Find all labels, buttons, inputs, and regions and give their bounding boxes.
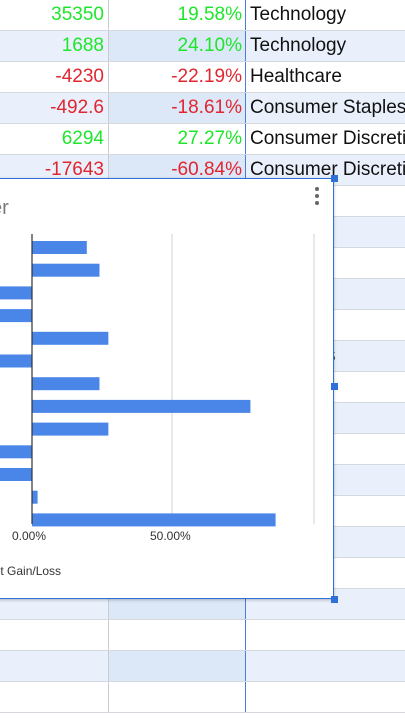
table-row (0, 620, 405, 651)
bar-5[interactable] (0, 354, 32, 368)
percent-cell[interactable] (109, 620, 246, 650)
gain-loss-cell[interactable] (0, 620, 109, 650)
bar-9[interactable] (0, 445, 32, 459)
sector-cell[interactable]: Consumer Discretionary (250, 159, 405, 180)
sector-cell[interactable]: Healthcare (250, 66, 342, 87)
bar-8[interactable] (32, 422, 109, 436)
sector-cell[interactable]: Technology (250, 35, 347, 56)
bar-1[interactable] (32, 263, 100, 277)
table-row: 1688 24.10% Technology (0, 31, 405, 62)
sector-cell[interactable] (246, 682, 405, 712)
bar-6[interactable] (32, 377, 100, 391)
gain-loss-cell[interactable]: 35350 (0, 0, 109, 30)
sector-cell[interactable]: Consumer Discretionary (250, 128, 405, 149)
gain-loss-cell[interactable]: -492.6 (0, 93, 109, 123)
x-tick-label-0: 0.00% (12, 529, 47, 543)
bar-chart-plot (0, 234, 315, 527)
sector-cell[interactable] (246, 651, 405, 681)
chart-title: ker (0, 197, 9, 219)
table-row: 35350 19.58% Technology (0, 0, 405, 31)
gain-loss-cell[interactable]: 6294 (0, 124, 109, 154)
sector-cell[interactable]: Consumer Staples (250, 97, 405, 118)
resize-handle-top-right[interactable] (331, 175, 338, 182)
table-row: -492.6 -18.61% Consumer Staples (0, 93, 405, 124)
sector-cell[interactable]: Technology (250, 4, 347, 25)
percent-cell[interactable]: -18.61% (109, 93, 246, 123)
percent-cell[interactable] (109, 682, 246, 712)
gain-loss-cell[interactable]: -17643 (0, 155, 109, 185)
gain-loss-cell[interactable] (0, 682, 109, 712)
bar-4[interactable] (32, 331, 109, 345)
bar-2[interactable] (0, 286, 32, 300)
sector-cell[interactable] (246, 620, 405, 650)
bar-7[interactable] (32, 399, 251, 413)
table-row (0, 651, 405, 682)
kebab-menu-icon[interactable] (311, 185, 323, 207)
bar-0[interactable] (32, 241, 87, 254)
bar-10[interactable] (0, 468, 33, 481)
bar-11[interactable] (32, 490, 38, 504)
x-axis-title: cent Gain/Loss (0, 564, 62, 578)
percent-cell[interactable]: -22.19% (109, 62, 246, 92)
resize-handle-bottom-right[interactable] (331, 596, 338, 603)
bar-3[interactable] (0, 309, 33, 323)
gain-loss-cell[interactable] (0, 651, 109, 681)
resize-handle-right[interactable] (331, 383, 338, 390)
gain-loss-cell[interactable] (0, 589, 109, 619)
percent-cell[interactable]: 19.58% (109, 0, 246, 30)
x-tick-label-1: 50.00% (150, 529, 191, 543)
table-row: -4230 -22.19% Healthcare (0, 62, 405, 93)
gain-loss-cell[interactable]: 1688 (0, 31, 109, 61)
percent-cell[interactable] (109, 651, 246, 681)
percent-cell[interactable]: 27.27% (109, 124, 246, 154)
gain-loss-cell[interactable]: -4230 (0, 62, 109, 92)
percent-cell[interactable]: 24.10% (109, 31, 246, 61)
table-row (0, 682, 405, 713)
bar-12[interactable] (32, 513, 276, 527)
embedded-chart[interactable]: ker 0.00% 50.00% cent Gain/Loss (0, 178, 334, 599)
